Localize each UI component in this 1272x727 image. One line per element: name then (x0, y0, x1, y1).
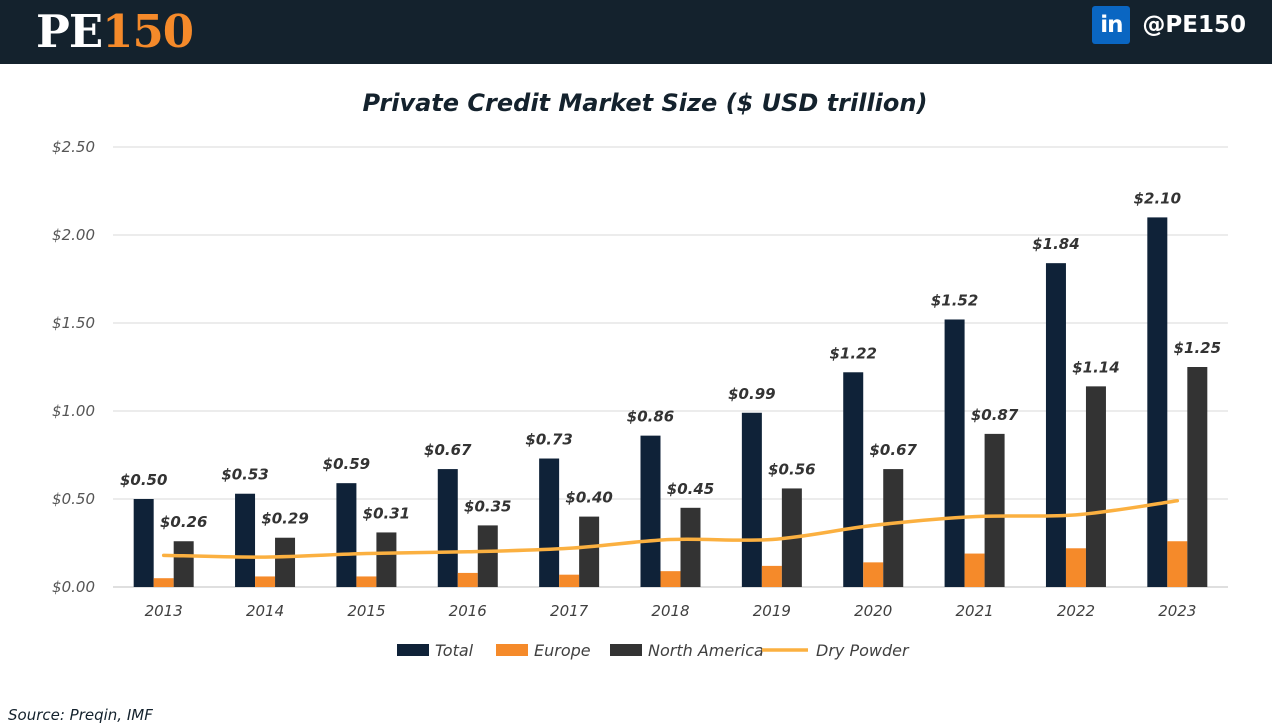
handle-text: @PE150 (1142, 12, 1246, 38)
bar-north-america (1085, 386, 1106, 587)
data-label: $0.59 (323, 455, 370, 473)
data-label: $0.26 (160, 513, 207, 531)
data-label: $1.84 (1032, 235, 1079, 253)
y-tick-label: $0.50 (52, 490, 95, 508)
bar-total (944, 319, 965, 587)
data-label: $0.87 (971, 406, 1019, 424)
chart-title: Private Credit Market Size ($ USD trilli… (362, 89, 928, 117)
data-label: $1.22 (830, 344, 877, 362)
bar-europe (457, 572, 478, 587)
bar-europe (255, 576, 276, 587)
y-tick-label: $0.00 (52, 578, 95, 596)
y-tick-label: $2.50 (52, 138, 95, 156)
source-note: Source: Preqin, IMF (8, 706, 153, 724)
legend-swatch (610, 644, 642, 656)
data-label: $0.50 (120, 471, 167, 489)
x-tick-label: 2016 (449, 602, 487, 620)
data-label: $0.35 (464, 497, 511, 515)
data-label: $0.73 (525, 431, 572, 449)
bar-north-america (579, 516, 600, 587)
x-tick-label: 2013 (145, 602, 183, 620)
bar-total (640, 435, 661, 587)
legend-label: North America (648, 641, 764, 660)
data-label: $0.45 (667, 480, 714, 498)
data-label: $0.67 (424, 441, 472, 459)
bar-europe (1065, 548, 1086, 587)
x-tick-label: 2014 (246, 602, 284, 620)
bar-north-america (275, 537, 296, 587)
bar-total (539, 458, 560, 587)
bar-north-america (173, 541, 194, 587)
bar-total (1045, 263, 1066, 587)
legend-label: Total (435, 641, 474, 660)
bar-europe (761, 565, 782, 587)
bar-total (843, 372, 864, 587)
legend-swatch (397, 644, 429, 656)
data-label: $0.56 (768, 460, 815, 478)
bar-north-america (680, 507, 701, 587)
data-label: $1.52 (931, 291, 978, 309)
line-dry-powder (161, 499, 1180, 559)
bar-north-america (984, 433, 1005, 587)
bar-total (235, 493, 256, 587)
header-bar: PE150 in @PE150 (0, 0, 1272, 64)
bar-total (1147, 217, 1168, 587)
pe150-logo: PE150 (36, 5, 194, 58)
bar-europe (863, 562, 884, 587)
x-tick-label: 2017 (550, 602, 589, 620)
bar-north-america (376, 532, 397, 587)
bar-north-america (1187, 367, 1208, 587)
bar-north-america (477, 525, 498, 587)
x-tick-label: 2019 (753, 602, 791, 620)
bar-north-america (883, 469, 904, 587)
bar-total (336, 483, 357, 587)
data-label: $0.67 (870, 441, 918, 459)
x-tick-label: 2018 (651, 602, 689, 620)
bar-europe (356, 576, 377, 587)
legend-swatch (496, 644, 528, 656)
y-tick-label: $2.00 (52, 226, 95, 244)
data-label: $1.25 (1174, 339, 1221, 357)
x-tick-label: 2015 (347, 602, 385, 620)
data-label: $0.99 (728, 385, 775, 403)
data-label: $0.31 (363, 504, 410, 522)
x-tick-label: 2020 (854, 602, 892, 620)
data-label: $0.86 (627, 408, 674, 426)
legend-label: Dry Powder (816, 641, 910, 660)
bar-europe (660, 571, 681, 587)
data-label: $1.14 (1072, 358, 1119, 376)
x-tick-label: 2022 (1057, 602, 1095, 620)
linkedin-icon: in (1092, 6, 1131, 44)
legend-label: Europe (534, 641, 591, 660)
y-tick-label: $1.50 (52, 314, 95, 332)
data-label: $0.40 (565, 489, 612, 507)
bar-europe (1167, 541, 1188, 587)
data-label: $0.53 (221, 466, 268, 484)
bar-total (741, 412, 762, 587)
bar-europe (964, 553, 985, 587)
data-label: $2.10 (1134, 189, 1181, 207)
bar-europe (153, 578, 174, 587)
x-tick-label: 2023 (1158, 602, 1196, 620)
linkedin-handle[interactable]: in @PE150 (1092, 6, 1246, 44)
x-tick-label: 2021 (955, 602, 993, 620)
y-tick-label: $1.00 (52, 402, 95, 420)
bar-total (133, 499, 154, 587)
bar-europe (559, 574, 580, 587)
data-label: $0.29 (261, 510, 308, 528)
bar-total (437, 469, 458, 587)
